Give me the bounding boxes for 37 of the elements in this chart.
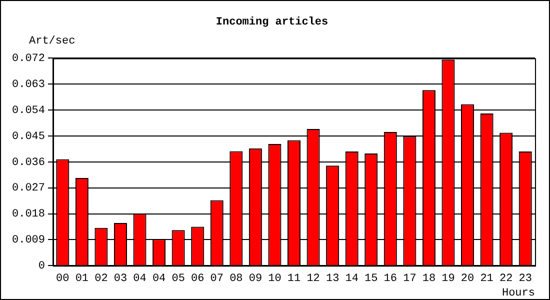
x-tick-label: 04: [133, 273, 147, 286]
y-tick-label: 0.009: [12, 234, 46, 247]
y-tick-label: 0.045: [12, 130, 46, 143]
x-axis-title: Hours: [502, 287, 535, 300]
y-tick-label: 0.036: [12, 156, 46, 169]
x-tick-label: 02: [94, 273, 108, 286]
x-tick-label: 22: [499, 273, 513, 286]
x-tick-label: 04: [152, 273, 166, 286]
x-tick-label: 06: [191, 273, 204, 286]
x-tick-label: 11: [287, 273, 301, 286]
x-tick-label: 08: [230, 273, 243, 286]
x-tick-label: 16: [384, 273, 398, 286]
x-tick-label: 07: [210, 273, 224, 286]
x-tick-label: 18: [422, 273, 436, 286]
x-tick-label: 09: [248, 273, 262, 286]
x-tick-label: 17: [403, 273, 416, 286]
x-tick-label: 12: [306, 273, 320, 286]
x-tick-label: 05: [172, 273, 185, 286]
chart-title: Incoming articles: [216, 16, 328, 28]
x-tick-label: 23: [518, 273, 532, 286]
x-tick-label: 01: [75, 273, 89, 286]
x-tick-label: 00: [56, 273, 70, 286]
x-tick-label: 13: [326, 273, 340, 286]
y-axis-title: Art/sec: [29, 36, 76, 48]
y-tick-label: 0: [38, 260, 46, 273]
y-tick-label: 0.027: [12, 182, 46, 195]
x-tick-label: 03: [114, 273, 128, 286]
y-tick-label: 0.072: [12, 53, 46, 66]
x-tick-label: 21: [480, 273, 494, 286]
y-tick-label: 0.018: [12, 208, 46, 221]
x-tick-label: 19: [442, 273, 455, 286]
y-tick-label: 0.054: [12, 104, 46, 117]
x-tick-label: 14: [345, 273, 359, 286]
y-tick-label: 0.063: [12, 79, 46, 92]
x-tick-label: 10: [268, 273, 282, 286]
x-tick-label: 20: [460, 273, 474, 286]
x-tick-label: 15: [364, 273, 378, 286]
